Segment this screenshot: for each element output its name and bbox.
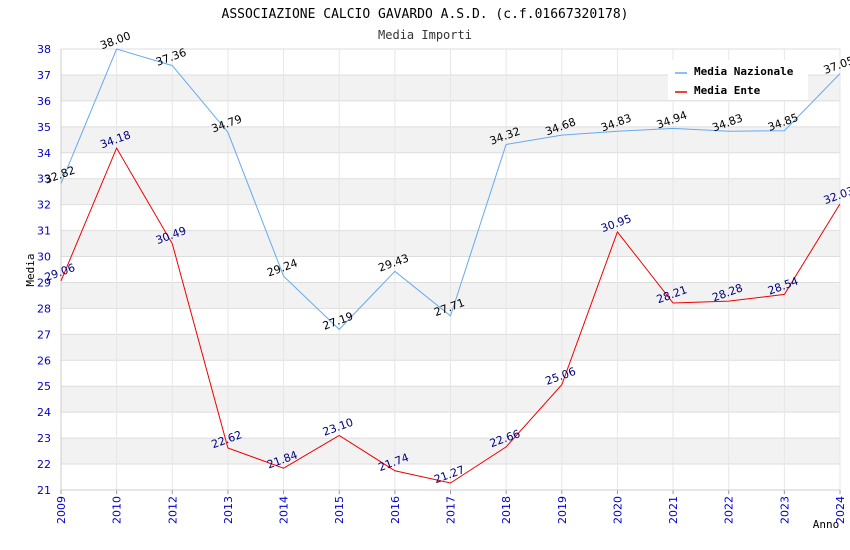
y-tick-label: 34 xyxy=(37,147,51,160)
y-tick-label: 31 xyxy=(37,225,51,238)
x-tick-label: 2017 xyxy=(445,496,458,524)
x-tick-label: 2021 xyxy=(667,496,680,524)
x-tick-label: 2013 xyxy=(222,496,235,524)
x-tick-label: 2009 xyxy=(55,496,68,524)
x-tick-label: 2015 xyxy=(333,496,346,524)
x-tick-label: 2016 xyxy=(389,496,402,524)
y-tick-label: 37 xyxy=(37,69,51,82)
legend: Media Nazionale Media Ente xyxy=(668,60,808,100)
x-tick-label: 2012 xyxy=(166,496,179,524)
series-line-media-ente xyxy=(60,146,841,484)
x-tick-label: 2022 xyxy=(723,496,736,524)
y-tick-label: 28 xyxy=(37,302,51,315)
x-tick-label: 2019 xyxy=(556,496,569,524)
x-tick-label: 2018 xyxy=(500,496,513,524)
y-tick-label: 26 xyxy=(37,354,51,367)
x-tick-label: 2010 xyxy=(111,496,124,524)
y-tick-label: 38 xyxy=(37,43,51,56)
x-axis-label: Anno xyxy=(813,518,840,531)
y-tick-label: 22 xyxy=(37,458,51,471)
legend-item-media-ente: Media Ente xyxy=(694,84,761,97)
x-tick-label: 2023 xyxy=(778,496,791,524)
series-line-media-nazionale xyxy=(60,48,841,331)
y-tick-label: 25 xyxy=(37,380,51,393)
legend-item-media-nazionale: Media Nazionale xyxy=(694,65,794,78)
y-axis-ticks: 21 22 23 24 25 26 27 28 29 30 31 32 33 34 35 36 37 38 xyxy=(37,43,51,497)
y-tick-label: 21 xyxy=(37,484,51,497)
y-axis-label: Media xyxy=(24,253,37,286)
y-tick-label: 23 xyxy=(37,432,51,445)
y-tick-label: 36 xyxy=(37,95,51,108)
y-tick-label: 27 xyxy=(37,328,51,341)
x-tick-label: 2014 xyxy=(278,496,291,524)
chart-title: ASSOCIAZIONE CALCIO GAVARDO A.S.D. (c.f.… xyxy=(222,7,629,22)
chart-subtitle: Media Importi xyxy=(378,28,472,42)
series-lines xyxy=(60,48,841,484)
x-tick-label: 2024 xyxy=(834,496,847,524)
grid xyxy=(60,48,841,494)
y-tick-label: 30 xyxy=(37,251,51,264)
y-tick-label: 32 xyxy=(37,199,51,212)
y-tick-label: 35 xyxy=(37,121,51,134)
legend-box xyxy=(668,60,808,100)
x-axis-ticks: 2009 2010 2012 2013 2014 2015 2016 2017 2018 2019… xyxy=(55,496,847,524)
y-tick-label: 33 xyxy=(37,173,51,186)
x-tick-label: 2020 xyxy=(611,496,624,524)
y-tick-label: 29 xyxy=(37,276,51,289)
y-tick-label: 24 xyxy=(37,406,51,419)
